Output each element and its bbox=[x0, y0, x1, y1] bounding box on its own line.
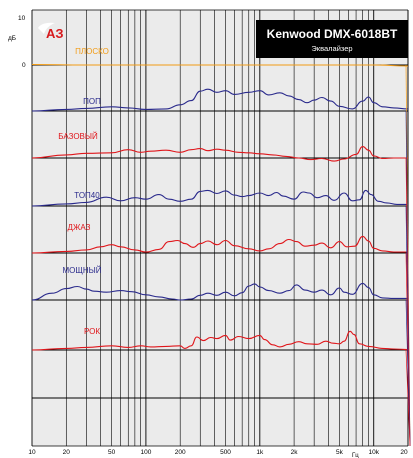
y-axis-unit: дБ bbox=[8, 35, 16, 42]
x-axis-unit: Гц bbox=[352, 453, 359, 458]
header-subtitle: Эквалайзер bbox=[311, 44, 352, 53]
x-tick-label: 20 bbox=[400, 449, 408, 456]
series-label-3: БАЗОВЫЙ bbox=[58, 132, 98, 141]
series-label-6: МОЩНЫЙ bbox=[63, 266, 102, 275]
series-label-1: ПЛОСКО bbox=[75, 47, 109, 56]
series-line-6 bbox=[31, 282, 408, 301]
series-labels: ПЛОСКО ПОП БАЗОВЫЙ ТОП40 ДЖАЗ МОЩНЫЙ РОК bbox=[58, 47, 109, 336]
series-line-7 bbox=[31, 330, 409, 351]
x-tick-label: 5k bbox=[336, 449, 344, 456]
x-tick-label: 10 bbox=[28, 449, 36, 456]
x-tick-label: 2k bbox=[291, 449, 299, 456]
header-title: Kenwood DMX-6018BT bbox=[267, 27, 398, 41]
series-line-2 bbox=[31, 88, 409, 112]
series-line-5 bbox=[31, 235, 408, 254]
series-tail-7 bbox=[405, 349, 411, 447]
x-tick-label: 200 bbox=[175, 449, 186, 456]
logo: АЗ bbox=[38, 22, 64, 41]
y-tick-top: 10 bbox=[18, 15, 26, 22]
x-tick-label: 1k bbox=[256, 449, 264, 456]
horizontal-gridlines bbox=[32, 9, 408, 447]
x-tick-label: 50 bbox=[108, 449, 116, 456]
x-tick-label: 10k bbox=[368, 449, 379, 456]
x-tick-label: 500 bbox=[220, 449, 231, 456]
y-tick-zero: 0 bbox=[22, 62, 26, 69]
vertical-gridlines bbox=[31, 10, 409, 446]
series-label-5: ДЖАЗ bbox=[68, 223, 91, 232]
series-label-4: ТОП40 bbox=[74, 191, 100, 200]
series-label-2: ПОП bbox=[83, 97, 101, 106]
series-label-7: РОК bbox=[84, 327, 100, 336]
series-line-3 bbox=[31, 146, 408, 162]
logo-swoosh bbox=[38, 22, 55, 34]
series-line-4 bbox=[31, 189, 408, 207]
logo-text: АЗ bbox=[46, 26, 64, 41]
header: Kenwood DMX-6018BT Эквалайзер bbox=[256, 20, 408, 58]
series-layer bbox=[31, 63, 411, 447]
x-tick-label: 100 bbox=[140, 449, 151, 456]
x-tick-label: 20 bbox=[63, 449, 71, 456]
header-bg bbox=[256, 20, 408, 58]
x-tick-labels: 10 20 50 100 200 500 1k 2k 5k 10k 20 bbox=[28, 449, 408, 456]
plot-background bbox=[32, 10, 408, 446]
series-line-1 bbox=[31, 63, 409, 67]
